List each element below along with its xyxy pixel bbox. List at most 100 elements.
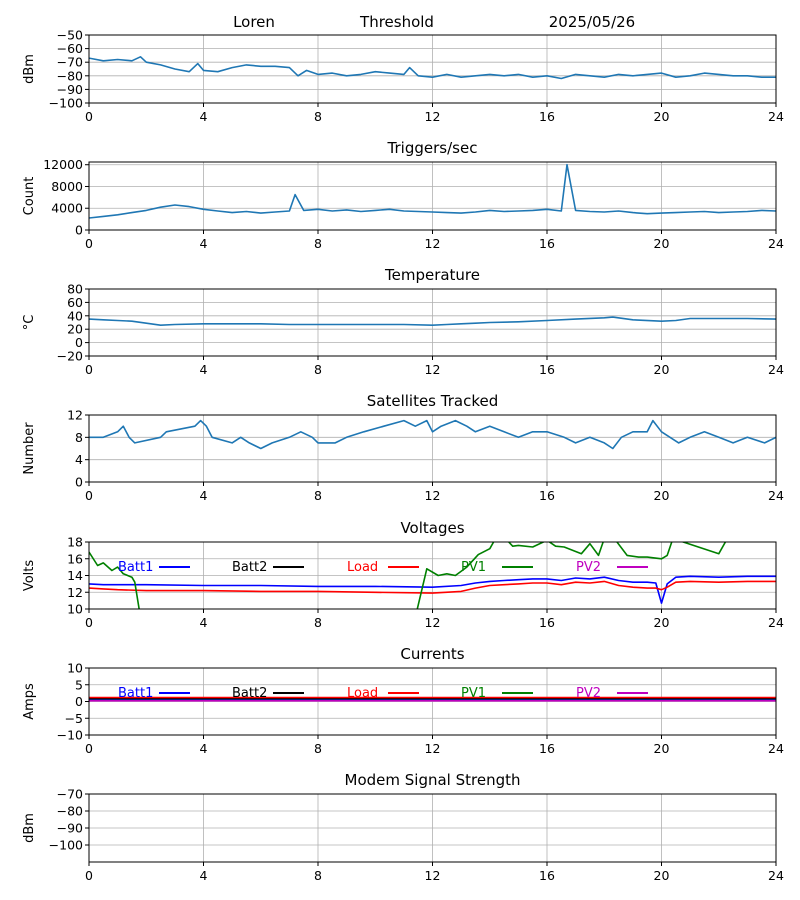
legend-item-pv2: PV2 (576, 686, 648, 701)
x-tick-label: 16 (539, 868, 555, 883)
panel-title: Temperature (384, 266, 480, 284)
y-axis-label: °C (22, 315, 37, 331)
y-tick-label: −50 (57, 28, 83, 43)
y-tick-label: 0 (75, 475, 83, 490)
x-tick-label: 16 (539, 236, 555, 251)
y-tick-label: −70 (57, 787, 83, 802)
x-tick-label: 4 (200, 362, 208, 377)
x-tick-label: 20 (654, 109, 670, 124)
legend-item-batt1: Batt1 (118, 560, 190, 575)
x-tick-label: 16 (539, 488, 555, 503)
legend-item-load: Load (347, 686, 419, 701)
y-tick-label: 8 (75, 430, 83, 445)
y-axis-label: dBm (22, 54, 37, 84)
x-tick-label: 20 (654, 615, 670, 630)
header-station: Loren (233, 13, 275, 31)
y-tick-label: 20 (67, 322, 83, 337)
x-tick-label: 0 (85, 488, 93, 503)
y-tick-label: 0 (75, 694, 83, 709)
y-tick-label: 0 (75, 223, 83, 238)
x-tick-label: 24 (768, 741, 784, 756)
y-tick-label: −60 (57, 41, 83, 56)
legend-label: PV2 (576, 686, 601, 701)
y-tick-label: 14 (67, 568, 83, 583)
x-tick-label: 12 (425, 362, 441, 377)
y-tick-label: 12 (67, 585, 83, 600)
x-tick-label: 16 (539, 362, 555, 377)
y-tick-label: −90 (57, 821, 83, 836)
x-tick-label: 4 (200, 741, 208, 756)
legend-item-batt2: Batt2 (232, 560, 304, 575)
x-tick-label: 16 (539, 615, 555, 630)
x-tick-label: 8 (314, 109, 322, 124)
y-tick-label: 4000 (51, 201, 83, 216)
x-tick-label: 20 (654, 236, 670, 251)
legend-label: Load (347, 686, 378, 701)
x-tick-label: 0 (85, 868, 93, 883)
y-tick-label: 0 (75, 335, 83, 350)
y-tick-label: 10 (67, 602, 83, 617)
x-tick-label: 0 (85, 741, 93, 756)
x-tick-label: 20 (654, 741, 670, 756)
x-tick-label: 24 (768, 362, 784, 377)
panel-satellites: 0 4 8 12 16 20 24 0 4 8 12 Satellites Tracked Number (22, 392, 784, 503)
x-tick-label: 0 (85, 615, 93, 630)
legend-label: PV1 (461, 686, 486, 701)
header: Loren Threshold 2025/05/26 (233, 13, 635, 31)
y-tick-label: −10 (57, 728, 83, 743)
series-temperature-0 (89, 316, 776, 327)
x-tick-label: 4 (200, 488, 208, 503)
series-satellites-0 (89, 419, 776, 450)
y-axis-label: Volts (22, 560, 37, 592)
x-tick-label: 8 (314, 868, 322, 883)
panel-signal: 0 4 8 12 16 20 24 −100−90−80−70−60−50 dBm (22, 28, 784, 125)
legend-label: Load (347, 560, 378, 575)
y-axis-label: dBm (22, 813, 37, 843)
panel-title: Satellites Tracked (367, 392, 498, 410)
x-tick-label: 8 (314, 362, 322, 377)
legend-label: Batt2 (232, 560, 267, 575)
x-tick-label: 24 (768, 109, 784, 124)
panel-title: Voltages (400, 519, 464, 537)
x-tick-label: 20 (654, 362, 670, 377)
legend-label: PV2 (576, 560, 601, 575)
panel-modem: 0 4 8 12 16 20 24 −100 −90 −80 −70 Modem Signal Str… (22, 771, 784, 883)
panel-title: Modem Signal Strength (345, 771, 521, 789)
x-tick-label: 8 (314, 236, 322, 251)
panel-triggers: 0 4 8 12 16 20 24 0 4000 8000 12000 Triggers/sec Cou… (22, 139, 784, 251)
x-tick-label: 8 (314, 615, 322, 630)
y-tick-label: 5 (75, 677, 83, 692)
legend-label: Batt2 (232, 686, 267, 701)
y-tick-label: −70 (57, 55, 83, 70)
x-tick-label: 12 (425, 868, 441, 883)
y-tick-label: −90 (57, 82, 83, 97)
x-tick-label: 4 (200, 109, 208, 124)
legend-item-pv2: PV2 (576, 560, 648, 575)
x-tick-label: 24 (768, 868, 784, 883)
y-tick-label: −80 (57, 804, 83, 819)
series-triggers-0 (89, 163, 776, 219)
y-tick-label: 12 (67, 408, 83, 423)
x-tick-label: 20 (654, 868, 670, 883)
legend-item-load: Load (347, 560, 419, 575)
series-signal-0 (89, 55, 776, 80)
x-tick-label: 24 (768, 488, 784, 503)
legend-label: Batt1 (118, 686, 153, 701)
x-tick-label: 24 (768, 615, 784, 630)
legend-item-pv1: PV1 (461, 560, 533, 575)
y-tick-label: 10 (67, 661, 83, 676)
y-tick-label: −80 (57, 68, 83, 83)
x-tick-label: 24 (768, 236, 784, 251)
x-tick-label: 16 (539, 109, 555, 124)
legend-item-batt2: Batt2 (232, 686, 304, 701)
y-tick-label: 18 (67, 535, 83, 550)
x-tick-label: 4 (200, 615, 208, 630)
x-tick-label: 12 (425, 615, 441, 630)
x-tick-label: 12 (425, 236, 441, 251)
x-tick-label: 8 (314, 488, 322, 503)
